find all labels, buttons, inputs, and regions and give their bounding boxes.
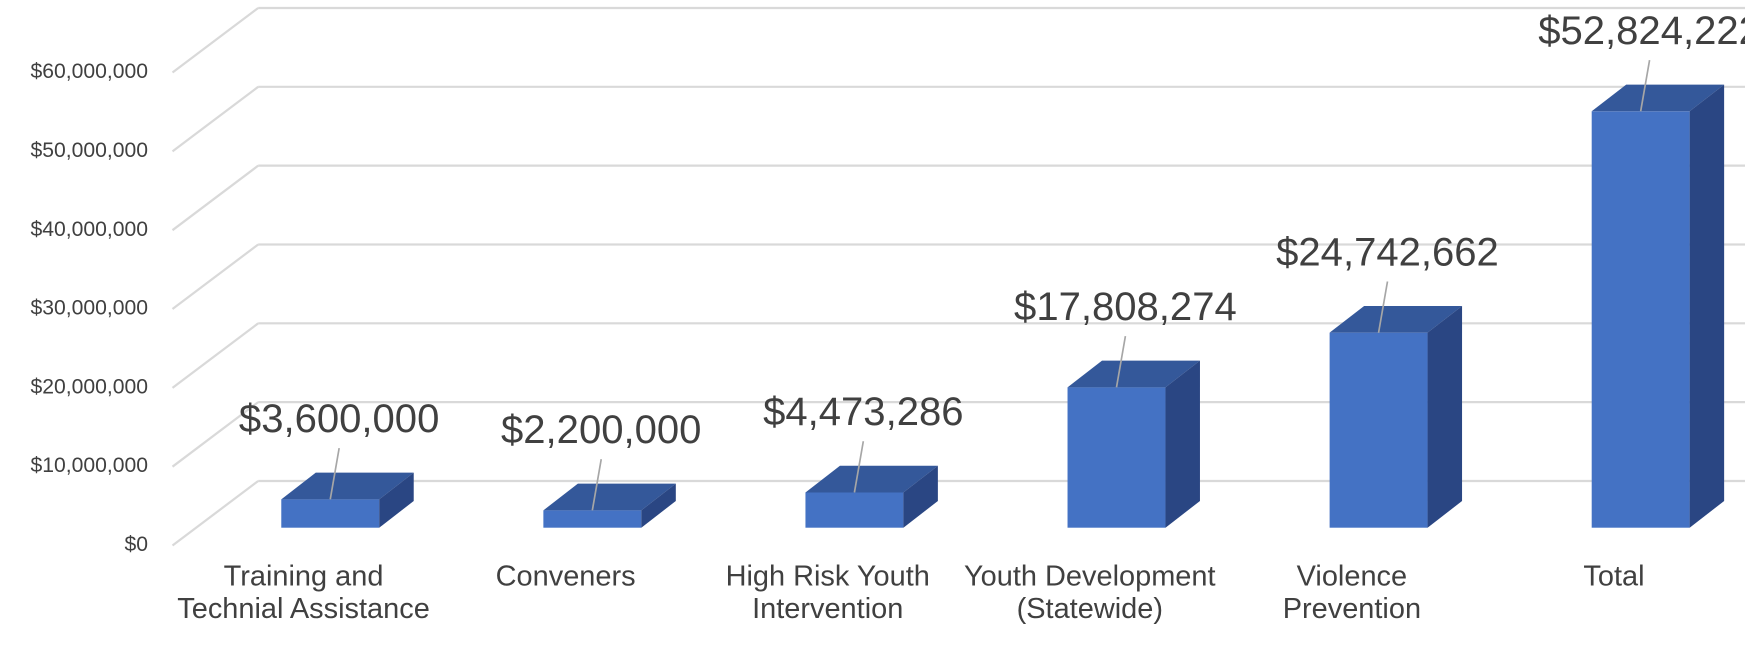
grid-line xyxy=(171,85,259,153)
value-label: $17,808,274 xyxy=(1014,285,1237,329)
value-label: $24,742,662 xyxy=(1276,230,1499,274)
bar-side xyxy=(1165,360,1200,528)
bar-top xyxy=(281,472,414,500)
x-tick-label-box: Total xyxy=(1583,559,1645,593)
y-tick-label: $40,000,000 xyxy=(31,218,148,241)
bar-top xyxy=(543,483,676,511)
value-label: $4,473,286 xyxy=(763,390,963,434)
grid-line xyxy=(171,164,259,232)
grid-line xyxy=(171,480,259,547)
bar-front xyxy=(1591,111,1690,528)
value-label: $3,600,000 xyxy=(239,397,439,441)
bar-front xyxy=(1067,387,1166,528)
bar-top xyxy=(805,465,938,493)
x-tick-label: Total xyxy=(1583,559,1645,593)
bar-side xyxy=(1689,84,1725,528)
bar xyxy=(1329,305,1463,528)
bar-side xyxy=(1427,305,1463,528)
x-tick-label-box: Youth Development (Statewide) xyxy=(964,559,1216,625)
bar-front xyxy=(805,492,904,528)
grid-line xyxy=(171,243,259,310)
bar-front xyxy=(543,510,642,528)
bar xyxy=(805,465,938,528)
grid-line xyxy=(171,7,259,74)
bar-front xyxy=(1329,332,1428,528)
x-tick-label: Youth Development (Statewide) xyxy=(964,559,1216,625)
bar-side xyxy=(641,483,676,528)
leader-line xyxy=(1639,59,1651,112)
leader-line xyxy=(591,459,603,511)
y-tick-label: $0 xyxy=(125,533,149,556)
leader-line xyxy=(853,441,865,493)
x-tick-label: Violence Prevention xyxy=(1282,559,1422,625)
x-tick-label: Conveners xyxy=(495,559,636,593)
y-tick-label: $60,000,000 xyxy=(31,60,148,83)
leader-line xyxy=(329,447,340,500)
y-tick-label: $30,000,000 xyxy=(31,297,148,320)
bar xyxy=(1067,360,1200,528)
leader-line xyxy=(1377,281,1389,333)
bar-top xyxy=(1591,84,1725,112)
x-tick-label: Training and Technial Assistance xyxy=(177,559,430,625)
value-label: $2,200,000 xyxy=(501,408,701,452)
y-tick-label: $10,000,000 xyxy=(31,454,148,477)
y-tick-label: $50,000,000 xyxy=(31,139,148,162)
bar-top xyxy=(1067,360,1200,388)
x-tick-label: High Risk Youth Intervention xyxy=(725,559,930,625)
bar xyxy=(543,483,676,528)
y-tick-label: $20,000,000 xyxy=(31,375,148,398)
bar-side xyxy=(903,465,938,528)
bar-side xyxy=(379,472,414,528)
bar-top xyxy=(1329,305,1463,333)
bar xyxy=(281,472,414,528)
x-tick-label-box: Training and Technial Assistance xyxy=(177,559,430,625)
x-tick-label-box: Conveners xyxy=(495,559,636,593)
x-tick-label-box: Violence Prevention xyxy=(1282,559,1422,625)
bar xyxy=(1591,84,1725,528)
bar-front xyxy=(281,499,380,528)
grid-line xyxy=(171,401,259,468)
grid-line xyxy=(171,322,259,389)
leader-line xyxy=(1115,335,1127,388)
x-tick-label-box: High Risk Youth Intervention xyxy=(725,559,930,625)
value-label: $52,824,222 xyxy=(1538,9,1745,53)
